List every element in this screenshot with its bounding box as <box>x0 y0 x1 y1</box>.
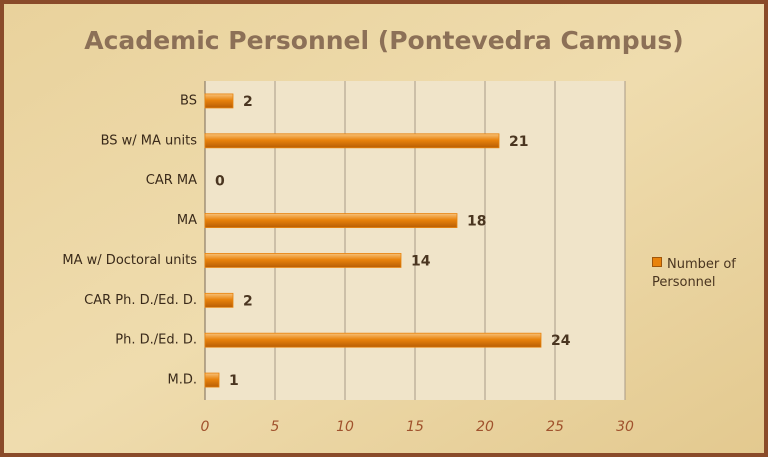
data-label: 21 <box>509 134 528 150</box>
data-label: 0 <box>215 174 225 190</box>
legend-label: Number of Personnel <box>652 257 736 290</box>
data-label: 18 <box>467 214 486 230</box>
x-tick-label: 15 <box>406 419 424 435</box>
y-tick-label: MA <box>177 213 197 228</box>
data-label: 2 <box>243 94 253 110</box>
bar <box>204 213 458 228</box>
bar <box>204 133 500 149</box>
legend-swatch <box>652 257 662 267</box>
y-tick-label: MA w/ Doctoral units <box>62 253 197 268</box>
x-tick-label: 0 <box>201 419 210 435</box>
y-tick-label: BS <box>180 93 197 108</box>
data-label: 1 <box>229 373 239 389</box>
x-tick-label: 10 <box>336 419 354 435</box>
x-tick-label: 5 <box>271 419 280 435</box>
data-label: 14 <box>411 253 431 269</box>
data-label: 2 <box>243 293 253 309</box>
y-tick-label: CAR MA <box>146 173 197 188</box>
x-tick-label: 25 <box>546 419 564 435</box>
bar <box>204 332 542 348</box>
bar <box>204 93 234 109</box>
bar <box>204 372 220 388</box>
data-label: 24 <box>551 333 571 349</box>
legend: Number of Personnel <box>652 256 752 292</box>
x-tick-label: 20 <box>476 419 494 435</box>
bar <box>204 253 402 268</box>
y-tick-label: CAR Ph. D./Ed. D. <box>84 293 197 308</box>
bar <box>204 292 234 308</box>
y-tick-label: BS w/ MA units <box>101 133 198 148</box>
x-tick-label: 30 <box>616 419 634 435</box>
y-tick-label: Ph. D./Ed. D. <box>115 333 197 348</box>
chart-title: Academic Personnel (Pontevedra Campus) <box>84 26 683 55</box>
y-tick-label: M.D. <box>168 373 198 388</box>
